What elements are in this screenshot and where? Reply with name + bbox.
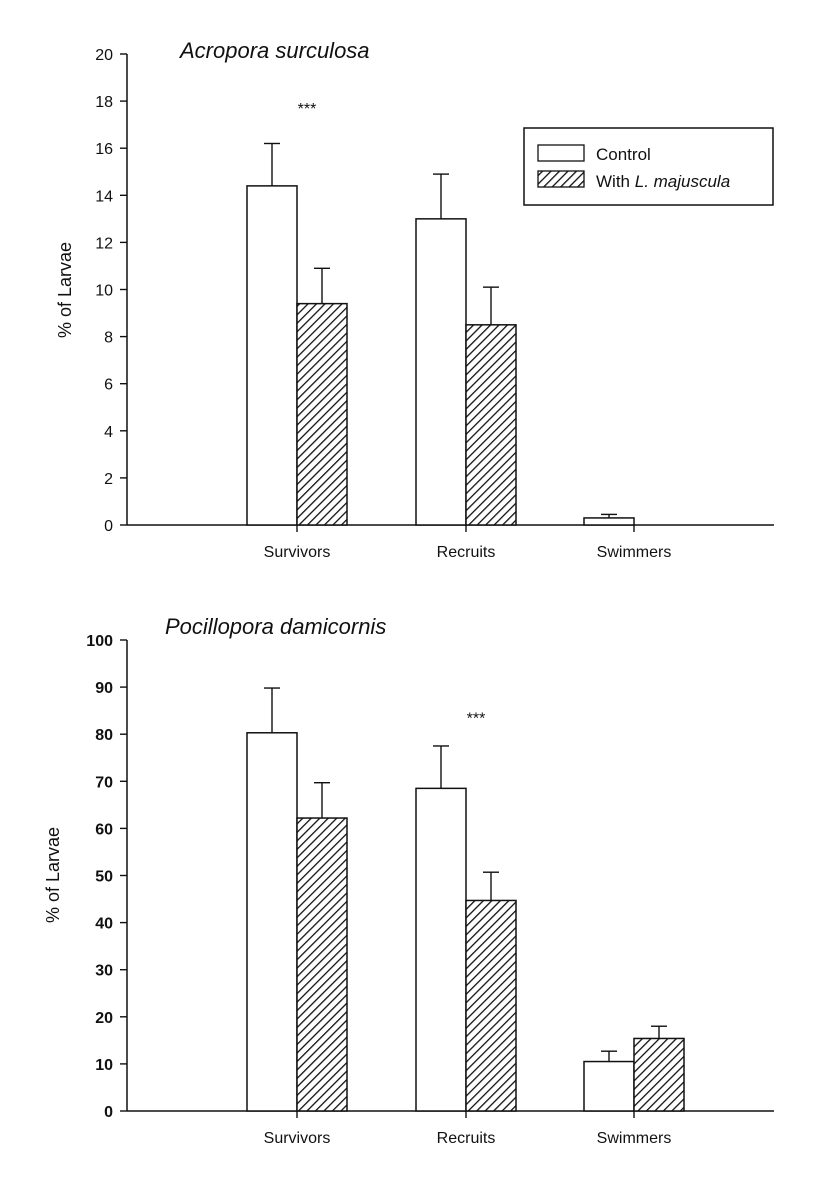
legend-swatch-treatment <box>537 170 585 188</box>
x-tick-label: Recruits <box>437 544 496 561</box>
y-tick-label: 0 <box>104 1104 113 1121</box>
x-tick-group: Survivors Recruits Swimmers <box>264 1111 672 1147</box>
significance-annotation: *** <box>467 710 486 727</box>
y-tick-label: 20 <box>95 47 113 64</box>
x-tick-label: Survivors <box>264 544 331 561</box>
y-tick-label: 40 <box>95 916 113 933</box>
x-tick-label: Survivors <box>264 1130 331 1147</box>
y-tick-label: 12 <box>95 235 113 252</box>
legend-box <box>523 127 774 206</box>
legend: Control With L. majuscula <box>523 127 774 206</box>
y-tick-label: 4 <box>104 424 113 441</box>
bar-treatment <box>633 1037 685 1112</box>
bar-treatment <box>296 817 348 1112</box>
y-tick-label: 8 <box>104 330 113 347</box>
x-tick-group: Survivors Recruits Swimmers <box>264 525 672 561</box>
legend-label-control: Control <box>596 145 651 164</box>
annotation-group: *** <box>298 101 317 118</box>
y-tick-label: 10 <box>95 283 113 300</box>
x-tick-label: Swimmers <box>597 1130 672 1147</box>
chart-title: Acropora surculosa <box>178 38 370 63</box>
y-tick-group: 0 2 4 6 8 10 12 14 16 18 20 <box>95 47 127 535</box>
y-tick-label: 14 <box>95 188 113 205</box>
significance-annotation: *** <box>298 101 317 118</box>
y-tick-label: 6 <box>104 377 113 394</box>
x-tick-label: Recruits <box>437 1130 496 1147</box>
chart-panel-pocillopora: Pocillopora damicornis % of Larvae 0 10 20… <box>43 614 774 1147</box>
error-bar-group <box>264 687 667 1062</box>
y-tick-label: 18 <box>95 94 113 111</box>
bar-control <box>415 218 467 526</box>
y-tick-label: 70 <box>95 774 113 791</box>
chart-title: Pocillopora damicornis <box>165 614 386 639</box>
y-tick-label: 30 <box>95 963 113 980</box>
y-tick-label: 16 <box>95 141 113 158</box>
x-tick-label: Swimmers <box>597 544 672 561</box>
y-axis-label: % of Larvae <box>55 242 75 338</box>
y-tick-label: 20 <box>95 1010 113 1027</box>
bar-treatment <box>296 302 348 526</box>
bar-control <box>246 732 298 1112</box>
legend-swatch-control <box>537 144 585 162</box>
y-tick-label: 80 <box>95 727 113 744</box>
y-tick-label: 10 <box>95 1057 113 1074</box>
y-tick-label: 100 <box>86 633 113 650</box>
bar-treatment <box>465 899 517 1112</box>
bar-group <box>246 732 685 1112</box>
bar-control <box>583 517 635 526</box>
y-tick-label: 0 <box>104 518 113 535</box>
bar-control <box>246 185 298 526</box>
y-tick-label: 2 <box>104 471 113 488</box>
chart-panel-acropora: Acropora surculosa % of Larvae 0 2 4 6 8 10 12… <box>55 38 774 561</box>
bar-group <box>246 185 635 526</box>
bar-treatment <box>465 324 517 526</box>
y-tick-label: 60 <box>95 821 113 838</box>
bar-control <box>415 787 467 1112</box>
y-tick-label: 50 <box>95 869 113 886</box>
annotation-group: *** <box>467 710 486 727</box>
legend-label-treatment: With L. majuscula <box>596 172 730 191</box>
bar-control <box>583 1060 635 1112</box>
y-tick-group: 0 10 20 30 40 50 60 70 80 90 100 <box>86 633 127 1121</box>
y-tick-label: 90 <box>95 680 113 697</box>
error-bar-group <box>264 142 617 518</box>
y-axis-label: % of Larvae <box>43 827 63 923</box>
